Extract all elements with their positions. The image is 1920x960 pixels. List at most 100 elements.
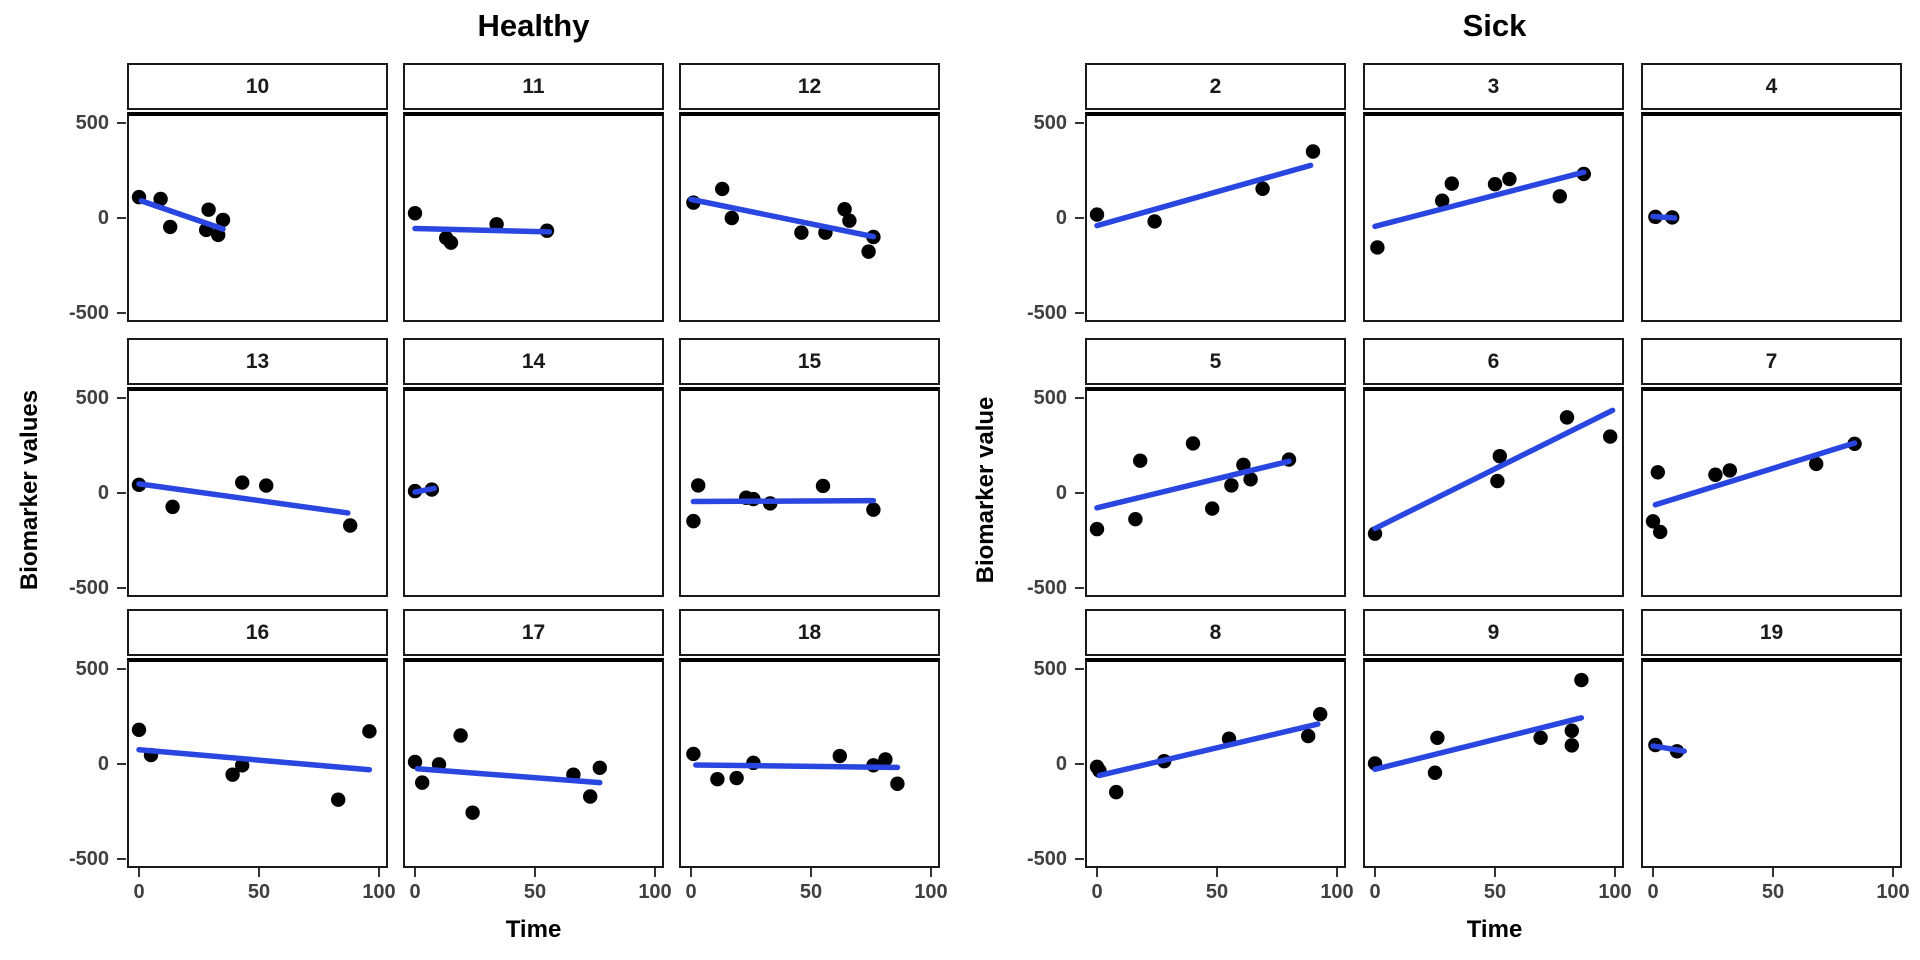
y-tick-label: 500 <box>75 387 109 409</box>
x-tick-mark <box>1772 868 1774 877</box>
facet-plot-area <box>407 482 439 499</box>
data-point <box>837 202 852 217</box>
data-point <box>1603 429 1618 444</box>
trend-line <box>688 196 877 240</box>
y-tick-mark <box>1075 397 1084 399</box>
y-tick-label: 0 <box>1055 207 1067 229</box>
data-point <box>443 235 459 250</box>
data-point <box>407 754 423 770</box>
plot-title-sick: Sick <box>1462 8 1527 43</box>
data-point <box>1224 478 1239 493</box>
x-tick-mark <box>1374 868 1376 877</box>
facet-header: 17 <box>403 609 664 656</box>
data-point <box>686 513 701 529</box>
data-point <box>1533 730 1548 745</box>
y-tick-mark <box>1075 763 1084 765</box>
facet-header: 4 <box>1641 63 1902 110</box>
facet-panel <box>1363 387 1624 597</box>
facet-panel <box>403 658 664 868</box>
facet-plot-area <box>686 478 881 529</box>
y-tick-label: 0 <box>97 753 109 775</box>
trend-line <box>1094 458 1292 511</box>
data-point <box>1430 730 1445 745</box>
y-tick-label: 0 <box>97 207 109 229</box>
facet-plot-area <box>1648 737 1687 759</box>
x-tick-mark <box>930 868 932 877</box>
x-tick-mark <box>810 868 812 877</box>
x-tick-label: 100 <box>1598 881 1632 903</box>
facet-header: 9 <box>1363 609 1624 656</box>
facet-plot-area <box>1089 436 1297 537</box>
x-tick-mark <box>534 868 536 877</box>
y-tick-mark <box>117 397 126 399</box>
data-point <box>1809 456 1824 472</box>
data-point <box>1722 463 1737 478</box>
trend-line <box>693 762 901 771</box>
data-point <box>1185 436 1201 451</box>
trend-line <box>690 497 877 505</box>
trend-line <box>1372 407 1616 532</box>
y-tick-label: -500 <box>68 848 109 870</box>
data-point <box>331 792 346 807</box>
data-point <box>415 775 430 790</box>
facet-plot-area <box>1367 407 1618 541</box>
data-point <box>724 210 739 226</box>
facet-header: 10 <box>127 63 388 110</box>
y-tick-label: -500 <box>68 577 109 599</box>
facet-panel <box>403 387 664 597</box>
x-tick-label: 0 <box>133 881 145 903</box>
data-point <box>842 213 857 228</box>
trend-line <box>1650 213 1678 221</box>
x-tick-mark <box>1336 868 1338 877</box>
trend-line <box>412 225 553 235</box>
data-point <box>1133 453 1148 468</box>
trend-line <box>1094 162 1314 229</box>
y-tick-mark <box>117 312 126 314</box>
x-tick-mark <box>378 868 380 877</box>
x-axis-title-left: Time <box>505 916 562 943</box>
facet-header: 8 <box>1085 609 1346 656</box>
y-tick-mark <box>1075 217 1084 219</box>
data-point <box>583 789 598 804</box>
y-tick-mark <box>1075 312 1084 314</box>
y-tick-label: 500 <box>75 658 109 680</box>
trend-line <box>138 198 226 232</box>
trend-line <box>1372 715 1585 773</box>
data-point <box>165 499 180 515</box>
data-point <box>1492 448 1507 464</box>
facet-plot-area <box>1089 144 1321 229</box>
x-tick-label: 100 <box>1320 881 1354 903</box>
trend-line <box>412 485 437 495</box>
y-tick-mark <box>117 587 126 589</box>
facet-header: 7 <box>1641 338 1902 385</box>
y-tick-label: 500 <box>1033 658 1067 680</box>
facet-panel <box>127 658 388 868</box>
data-point <box>1301 728 1316 744</box>
data-point <box>1502 171 1517 187</box>
trend-line <box>136 747 373 773</box>
data-point <box>235 475 250 490</box>
data-point <box>1487 176 1503 192</box>
trend-line <box>414 766 603 786</box>
data-point <box>1645 514 1661 529</box>
y-tick-mark <box>1075 858 1084 860</box>
y-tick-mark <box>117 858 126 860</box>
data-point <box>1305 144 1321 159</box>
data-point <box>832 748 847 764</box>
x-tick-label: 50 <box>523 881 547 903</box>
x-axis-title-right: Time <box>1466 916 1523 943</box>
x-tick-label: 100 <box>914 881 948 903</box>
facet-plot-area <box>1645 436 1862 540</box>
data-point <box>878 752 893 767</box>
x-tick-label: 0 <box>1369 881 1381 903</box>
facet-panel <box>1363 658 1624 868</box>
data-point <box>1370 240 1385 255</box>
facet-panel <box>679 387 940 597</box>
x-tick-label: 50 <box>1205 881 1229 903</box>
facet-header: 15 <box>679 338 940 385</box>
data-point <box>1089 207 1105 222</box>
facet-panel <box>1363 112 1624 322</box>
facet-plot-area <box>131 722 377 807</box>
y-tick-label: 500 <box>75 112 109 134</box>
data-point <box>163 219 178 235</box>
